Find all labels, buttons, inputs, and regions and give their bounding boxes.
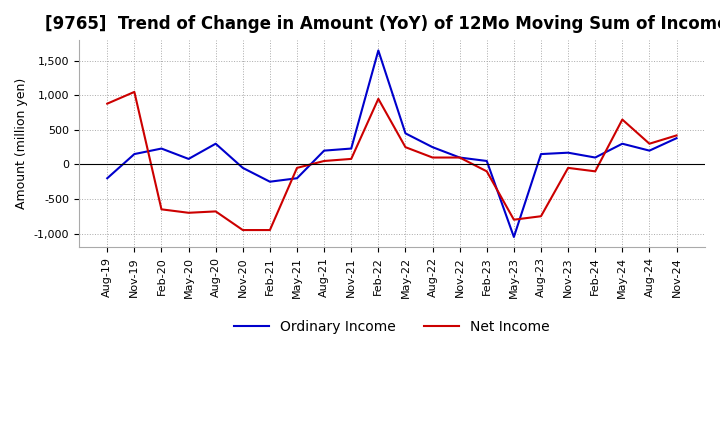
Net Income	[212, 209, 220, 214]
Ordinary Income	[103, 176, 112, 181]
Ordinary Income	[184, 156, 193, 161]
Ordinary Income	[212, 141, 220, 147]
Ordinary Income	[293, 176, 302, 181]
Net Income	[428, 155, 437, 160]
Net Income	[482, 169, 491, 174]
Net Income	[238, 227, 247, 233]
Net Income	[510, 217, 518, 222]
Ordinary Income	[266, 179, 274, 184]
Ordinary Income	[401, 131, 410, 136]
Line: Net Income: Net Income	[107, 92, 677, 230]
Ordinary Income	[455, 155, 464, 160]
Ordinary Income	[510, 235, 518, 240]
Net Income	[320, 158, 328, 164]
Net Income	[618, 117, 626, 122]
Ordinary Income	[591, 155, 600, 160]
Ordinary Income	[428, 144, 437, 150]
Net Income	[672, 133, 681, 138]
Line: Ordinary Income: Ordinary Income	[107, 51, 677, 237]
Ordinary Income	[618, 141, 626, 147]
Ordinary Income	[672, 136, 681, 141]
Net Income	[157, 207, 166, 212]
Ordinary Income	[157, 146, 166, 151]
Net Income	[347, 156, 356, 161]
Net Income	[455, 155, 464, 160]
Net Income	[266, 227, 274, 233]
Ordinary Income	[536, 151, 545, 157]
Net Income	[401, 144, 410, 150]
Ordinary Income	[564, 150, 572, 155]
Ordinary Income	[130, 151, 139, 157]
Ordinary Income	[347, 146, 356, 151]
Title: [9765]  Trend of Change in Amount (YoY) of 12Mo Moving Sum of Incomes: [9765] Trend of Change in Amount (YoY) o…	[45, 15, 720, 33]
Net Income	[374, 96, 382, 102]
Ordinary Income	[645, 148, 654, 153]
Y-axis label: Amount (million yen): Amount (million yen)	[15, 78, 28, 209]
Net Income	[130, 89, 139, 95]
Ordinary Income	[320, 148, 328, 153]
Net Income	[293, 165, 302, 171]
Ordinary Income	[374, 48, 382, 53]
Ordinary Income	[238, 165, 247, 171]
Legend: Ordinary Income, Net Income: Ordinary Income, Net Income	[229, 315, 555, 340]
Net Income	[536, 213, 545, 219]
Net Income	[591, 169, 600, 174]
Net Income	[184, 210, 193, 216]
Net Income	[103, 101, 112, 106]
Net Income	[564, 165, 572, 171]
Ordinary Income	[482, 158, 491, 164]
Net Income	[645, 141, 654, 147]
